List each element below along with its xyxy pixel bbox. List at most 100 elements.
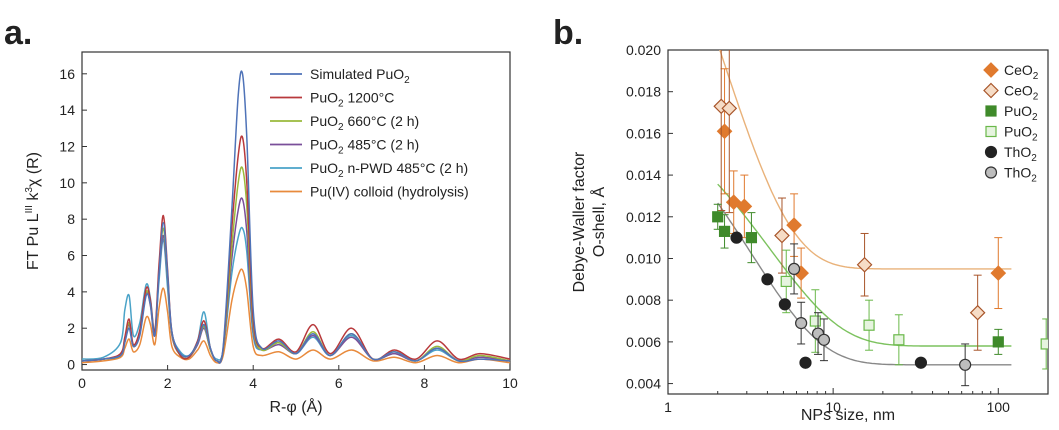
data-point-b-3-4 bbox=[1040, 338, 1048, 350]
panel-a-label: a. bbox=[4, 14, 32, 52]
legend-label-part: ThO bbox=[1004, 165, 1031, 181]
data-point-b-4-1 bbox=[761, 273, 774, 286]
legend-label-a-5: Pu(IV) colloid (hydrolysis) bbox=[310, 184, 469, 200]
y-tick-label-a: 2 bbox=[67, 320, 75, 336]
data-point-b-2-1 bbox=[718, 225, 731, 237]
legend-label-part: PuO bbox=[310, 90, 338, 106]
x-tick-label-b: 10 bbox=[825, 399, 841, 415]
legend-label-sub: 2 bbox=[1032, 133, 1038, 144]
x-tick-label-b: 1 bbox=[664, 399, 672, 415]
data-point-b-4-0 bbox=[730, 231, 743, 244]
y-tick-label-b: 0.018 bbox=[626, 84, 661, 100]
series-line-a-0 bbox=[81, 70, 511, 364]
series-line-a-5 bbox=[81, 268, 511, 364]
legend-label-part: ThO bbox=[1004, 144, 1031, 160]
plot-frame-b bbox=[667, 49, 1049, 395]
legend-label-part: CeO bbox=[1004, 62, 1033, 78]
y-axis-title-part: k bbox=[25, 192, 42, 205]
legend-label-a-1: PuO2 1200°C bbox=[310, 90, 394, 110]
y-tick-label-b: 0.010 bbox=[626, 250, 661, 266]
data-point-b-3-2 bbox=[863, 319, 875, 331]
y-tick-label-a: 0 bbox=[67, 357, 75, 373]
legend-label-part: PuO bbox=[310, 113, 338, 129]
x-axis-title-a: R-φ (Å) bbox=[269, 397, 322, 416]
data-point-b-4-2 bbox=[778, 298, 791, 311]
x-tick-label-a: 10 bbox=[502, 375, 518, 391]
legend-label-part: PuO bbox=[310, 137, 338, 153]
plot-frame-a bbox=[81, 51, 511, 371]
legend-marker-b-4 bbox=[984, 145, 998, 159]
data-point-b-5-1 bbox=[795, 317, 808, 330]
y-tick-label-b: 0.016 bbox=[626, 125, 661, 141]
legend-label-b-1: CeO2 bbox=[1004, 83, 1039, 103]
y-tick-label-a: 6 bbox=[67, 248, 75, 264]
x-tick-label-a: 2 bbox=[164, 375, 172, 391]
legend-label-part: 485°C (2 h) bbox=[344, 137, 420, 153]
legend-label-sub: 2 bbox=[338, 99, 344, 110]
data-point-b-3-0 bbox=[780, 275, 792, 288]
data-point-b-0-5 bbox=[990, 265, 1007, 281]
legend-marker-b-0 bbox=[983, 62, 999, 78]
y-tick-label-b: 0.020 bbox=[626, 42, 661, 58]
legend-label-a-4: PuO2 n-PWD 485°C (2 h) bbox=[310, 160, 468, 180]
data-point-b-1-3 bbox=[856, 256, 873, 273]
legend-label-b-2: PuO2 bbox=[1004, 103, 1038, 123]
data-point-b-3-3 bbox=[893, 334, 905, 346]
data-point-b-4-4 bbox=[914, 356, 928, 369]
data-point-b-3-1 bbox=[809, 315, 821, 327]
legend-label-part: PuO bbox=[1004, 124, 1032, 140]
legend-label-b-5: ThO2 bbox=[1004, 165, 1037, 185]
chart-a: 0 2 4 6 8 10 0 2 4 6 8 10 12 14 16 R-φ (Å) FT Pu LIII k3… bbox=[24, 51, 518, 416]
fit-curve-b-1 bbox=[717, 183, 1012, 347]
y-axis-title-b-line1: Debye-Waller factor bbox=[571, 151, 588, 292]
legend-label-sub: 2 bbox=[1031, 153, 1037, 164]
legend-label-b-0: CeO2 bbox=[1004, 62, 1039, 82]
data-point-b-0-2 bbox=[736, 198, 753, 215]
legend-label-sub: 2 bbox=[338, 122, 344, 133]
legend-label-b-3: PuO2 bbox=[1004, 124, 1038, 144]
legend-label-a-2: PuO2 660°C (2 h) bbox=[310, 113, 419, 133]
legend-label-sub: 2 bbox=[1032, 112, 1038, 123]
data-point-b-5-4 bbox=[959, 358, 972, 371]
data-point-b-2-2 bbox=[745, 232, 758, 244]
data-point-b-1-4 bbox=[969, 304, 986, 321]
y-tick-label-a: 12 bbox=[59, 138, 75, 154]
y-axis-title-sup: III bbox=[24, 205, 35, 213]
data-point-b-5-0 bbox=[787, 262, 801, 276]
legend-label-part: n-PWD 485°C (2 h) bbox=[344, 160, 469, 176]
y-axis-title-part: χ (R) bbox=[25, 152, 42, 187]
panel-b-label: b. bbox=[553, 14, 583, 52]
data-point-b-1-1 bbox=[721, 100, 738, 117]
legend-label-part: PuO bbox=[1004, 103, 1032, 119]
y-axis-title-sup: 3 bbox=[24, 187, 35, 193]
legend-label-part: Simulated PuO bbox=[310, 66, 404, 82]
legend-label-b-4: ThO2 bbox=[1004, 144, 1037, 164]
legend-label-a-0: Simulated PuO2 bbox=[310, 66, 410, 86]
data-point-b-4-3 bbox=[799, 356, 812, 369]
x-tick-label-a: 8 bbox=[421, 375, 429, 391]
x-tick-label-a: 0 bbox=[78, 375, 86, 391]
legend-label-sub: 2 bbox=[338, 169, 344, 180]
fit-curves-b bbox=[717, 50, 1012, 366]
y-tick-label-b: 0.006 bbox=[626, 334, 661, 350]
x-tick-label-a: 6 bbox=[335, 375, 343, 391]
y-tick-label-b: 0.004 bbox=[626, 376, 661, 392]
legend-label-part: 1200°C bbox=[344, 90, 395, 106]
legend-label-sub: 2 bbox=[338, 146, 344, 157]
y-tick-label-a: 4 bbox=[67, 284, 75, 300]
chart-b: 1 10 100 0.004 0.006 0.008 0.010 0.012 0.014 0.01… bbox=[571, 42, 1049, 424]
legend-marker-b-1 bbox=[983, 82, 999, 99]
data-point-b-0-3 bbox=[786, 217, 802, 233]
y-axis-title-part: FT Pu L bbox=[25, 213, 42, 270]
y-tick-label-a: 16 bbox=[59, 66, 75, 82]
data-point-b-2-0 bbox=[712, 211, 724, 223]
y-tick-label-b: 0.012 bbox=[626, 209, 661, 225]
legend-marker-b-2 bbox=[985, 105, 997, 117]
x-tick-label-b: 100 bbox=[987, 399, 1011, 415]
data-point-b-2-3 bbox=[992, 336, 1004, 348]
legend-label-a-3: PuO2 485°C (2 h) bbox=[310, 137, 419, 157]
y-axis-title-a: FT Pu LIII k3χ (R) bbox=[24, 152, 42, 270]
legend-label-part: Pu(IV) colloid (hydrolysis) bbox=[310, 184, 469, 200]
series-line-a-3 bbox=[81, 197, 511, 363]
